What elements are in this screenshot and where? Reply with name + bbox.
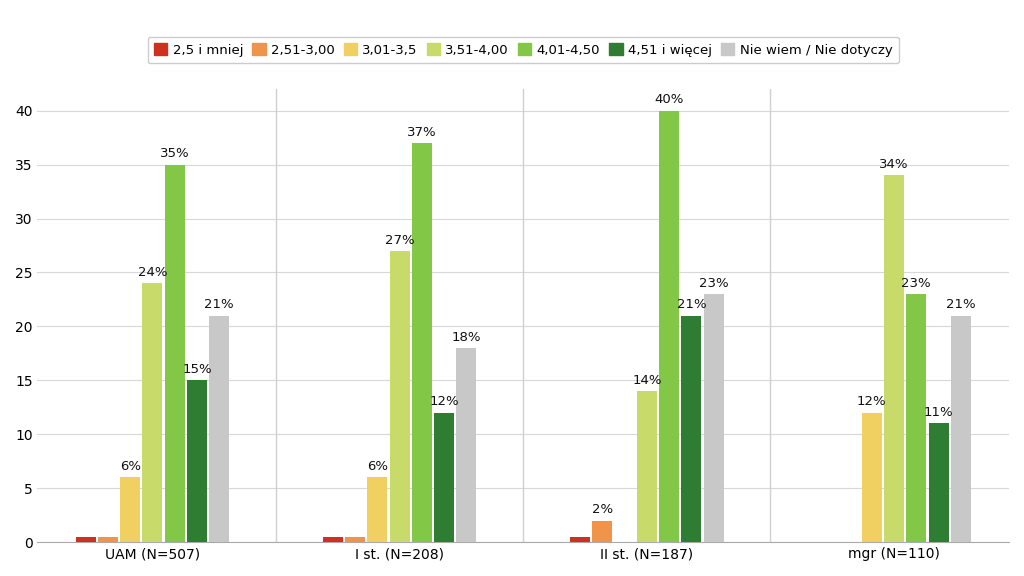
Text: 2%: 2% [592,503,613,516]
Bar [570,537,590,542]
Text: 6%: 6% [367,460,388,473]
Text: 12%: 12% [857,395,887,408]
Text: 6%: 6% [120,460,140,473]
Bar [368,478,387,542]
Text: 37%: 37% [408,126,436,139]
Bar [120,478,140,542]
Bar [659,111,679,542]
Bar [389,251,410,542]
Bar [950,316,971,542]
Bar [98,537,118,542]
Bar [637,391,656,542]
Text: 21%: 21% [677,298,707,311]
Text: 24%: 24% [137,266,167,279]
Text: 27%: 27% [385,234,415,247]
Text: 15%: 15% [182,363,212,376]
Bar [592,521,612,542]
Bar [929,423,948,542]
Bar [906,294,927,542]
Bar [703,294,724,542]
Bar [862,412,882,542]
Bar [681,316,701,542]
Text: 18%: 18% [452,331,481,344]
Text: 34%: 34% [880,158,908,171]
Bar [209,316,229,542]
Text: 23%: 23% [901,276,931,290]
Bar [434,412,455,542]
Bar [142,283,163,542]
Bar [884,176,904,542]
Bar [412,143,432,542]
Text: 14%: 14% [632,374,662,387]
Text: 12%: 12% [429,395,459,408]
Text: 21%: 21% [205,298,234,311]
Bar [165,165,184,542]
Text: 21%: 21% [946,298,976,311]
Legend: 2,5 i mniej, 2,51-3,00, 3,01-3,5, 3,51-4,00, 4,01-4,50, 4,51 i więcej, Nie wiem : 2,5 i mniej, 2,51-3,00, 3,01-3,5, 3,51-4… [147,37,899,63]
Bar [187,380,207,542]
Bar [345,537,366,542]
Text: 40%: 40% [654,93,684,107]
Text: 23%: 23% [698,276,728,290]
Text: 11%: 11% [924,406,953,419]
Bar [323,537,343,542]
Text: 35%: 35% [160,147,189,160]
Bar [76,537,95,542]
Bar [457,348,476,542]
